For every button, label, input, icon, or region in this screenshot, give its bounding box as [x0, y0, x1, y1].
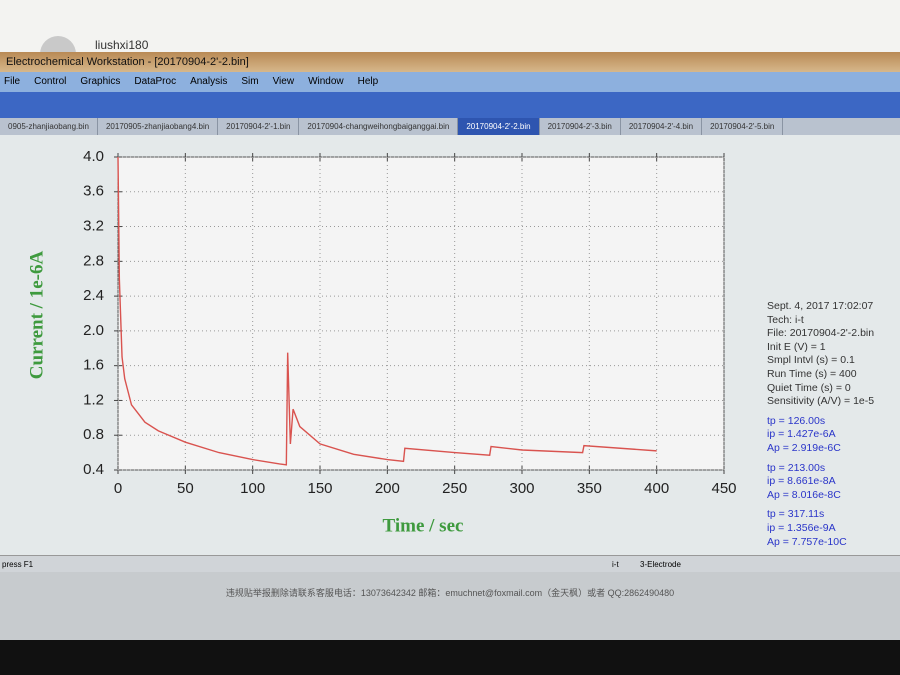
info-line: Quiet Time (s) = 0	[767, 381, 851, 394]
menu-item[interactable]: View	[272, 76, 295, 87]
status-tech: i-t	[612, 560, 619, 569]
y-axis-label: Current / 1e-6A	[26, 251, 47, 380]
peak-group: tp = 317.11s ip = 1.356e-9A Ap = 7.757e-10…	[767, 508, 874, 549]
peak-line: ip = 1.427e-6A	[767, 428, 836, 441]
x-tick-label: 300	[509, 480, 534, 497]
info-line: Sensitivity (A/V) = 1e-5	[767, 395, 875, 408]
y-tick-label: 3.6	[83, 183, 104, 200]
status-hint: press F1	[2, 560, 34, 569]
toolbar	[0, 92, 900, 118]
x-tick-label: 150	[307, 480, 332, 497]
file-tab[interactable]: 20170904-2'-4.bin	[621, 118, 703, 135]
y-tick-label: 3.2	[83, 218, 104, 235]
peak-line: Ap = 7.757e-10C	[767, 535, 847, 548]
info-line: Tech: i-t	[767, 313, 804, 326]
file-tab[interactable]: 20170904-2'-5.bin	[702, 118, 784, 135]
menu-item[interactable]: DataProc	[134, 76, 177, 87]
footer-notice: 违规贴举报删除请联系客服电话：13073642342 邮箱：emuchnet@f…	[225, 588, 675, 598]
peak-line: Ap = 8.016e-8C	[767, 488, 841, 501]
peak-group: tp = 126.00s ip = 1.427e-6A Ap = 2.919e-6C	[767, 415, 874, 456]
plot-area	[117, 156, 725, 471]
file-tab[interactable]: 20170904-2'-3.bin	[540, 118, 621, 135]
monitor-bezel	[0, 640, 900, 675]
x-tick-label: 200	[375, 480, 400, 497]
info-line: Sept. 4, 2017 17:02:07	[767, 300, 874, 312]
status-electrode: 3-Electrode	[640, 560, 681, 569]
peak-group: tp = 213.00s ip = 8.661e-8A Ap = 8.016e-8C	[767, 462, 874, 503]
window-title: Electrochemical Workstation - [20170904-…	[0, 52, 900, 72]
y-tick-label: 0.4	[83, 461, 104, 478]
info-line: Init E (V) = 1	[767, 340, 826, 353]
peak-line: ip = 8.661e-8A	[767, 475, 836, 488]
x-tick-label: 450	[711, 480, 736, 497]
menu-item[interactable]: Sim	[241, 76, 259, 87]
y-tick-label: 2.0	[83, 322, 104, 339]
page-footer: 违规贴举报删除请联系客服电话：13073642342 邮箱：emuchnet@f…	[0, 572, 900, 640]
tab-bar: 0905-zhanjiaobang.bin 20170905-zhanjiaoba…	[0, 118, 900, 135]
menu-item[interactable]: Window	[308, 76, 344, 87]
menu-item[interactable]: Graphics	[80, 76, 121, 87]
info-line: File: 20170904-2'-2.bin	[767, 327, 875, 340]
menu-item[interactable]: File	[4, 76, 21, 87]
x-tick-label: 100	[240, 480, 265, 497]
peak-line: Ap = 2.919e-6C	[767, 441, 841, 454]
y-tick-label: 0.8	[83, 426, 104, 443]
file-tab[interactable]: 20170904-2'-2.bin	[458, 118, 540, 135]
file-tab[interactable]: 20170904-2'-1.bin	[218, 118, 300, 135]
peak-line: tp = 126.00s	[767, 414, 826, 427]
chart: Time / sec Current / 1e-6A 0.4 0.8 1.2 1.6 2…	[26, 148, 736, 536]
file-tab[interactable]: 0905-zhanjiaobang.bin	[0, 118, 98, 135]
peak-line: tp = 213.00s	[767, 461, 826, 474]
file-tab[interactable]: 20170905-zhanjiaobang4.bin	[98, 118, 219, 135]
menu-item[interactable]: Control	[34, 76, 67, 87]
x-axis-label: Time / sec	[383, 515, 464, 536]
x-tick-label: 50	[177, 480, 194, 497]
menu-item[interactable]: Analysis	[190, 76, 228, 87]
username[interactable]: liushxi180	[95, 38, 149, 52]
y-tick-label: 1.6	[83, 357, 104, 374]
peak-line: tp = 317.11s	[767, 508, 825, 521]
info-line: Run Time (s) = 400	[767, 367, 857, 380]
browser-page: liushxi180	[0, 0, 900, 72]
peak-line: ip = 1.356e-9A	[767, 521, 836, 534]
y-tick-label: 2.4	[83, 287, 104, 304]
menu-item[interactable]: Help	[357, 76, 379, 87]
x-tick-label: 400	[644, 480, 669, 497]
menu-bar: File Control Graphics DataProc Analysis Sim Vi…	[0, 72, 900, 92]
current-line	[117, 156, 657, 466]
status-bar: press F1 i-t 3-Electrode	[0, 555, 900, 573]
x-tick-label: 350	[577, 480, 602, 497]
file-tab[interactable]: 20170904-changweihongbaiganggai.bin	[299, 118, 459, 135]
x-tick-label: 250	[442, 480, 467, 497]
chart-area: Time / sec Current / 1e-6A 0.4 0.8 1.2 1.6 2…	[0, 135, 900, 641]
x-tick-label: 0	[114, 480, 122, 497]
info-line: Smpl Intvl (s) = 0.1	[767, 354, 855, 367]
y-tick-label: 2.8	[83, 252, 104, 269]
y-tick-label: 1.2	[83, 391, 104, 408]
y-tick-label: 4.0	[83, 148, 104, 165]
